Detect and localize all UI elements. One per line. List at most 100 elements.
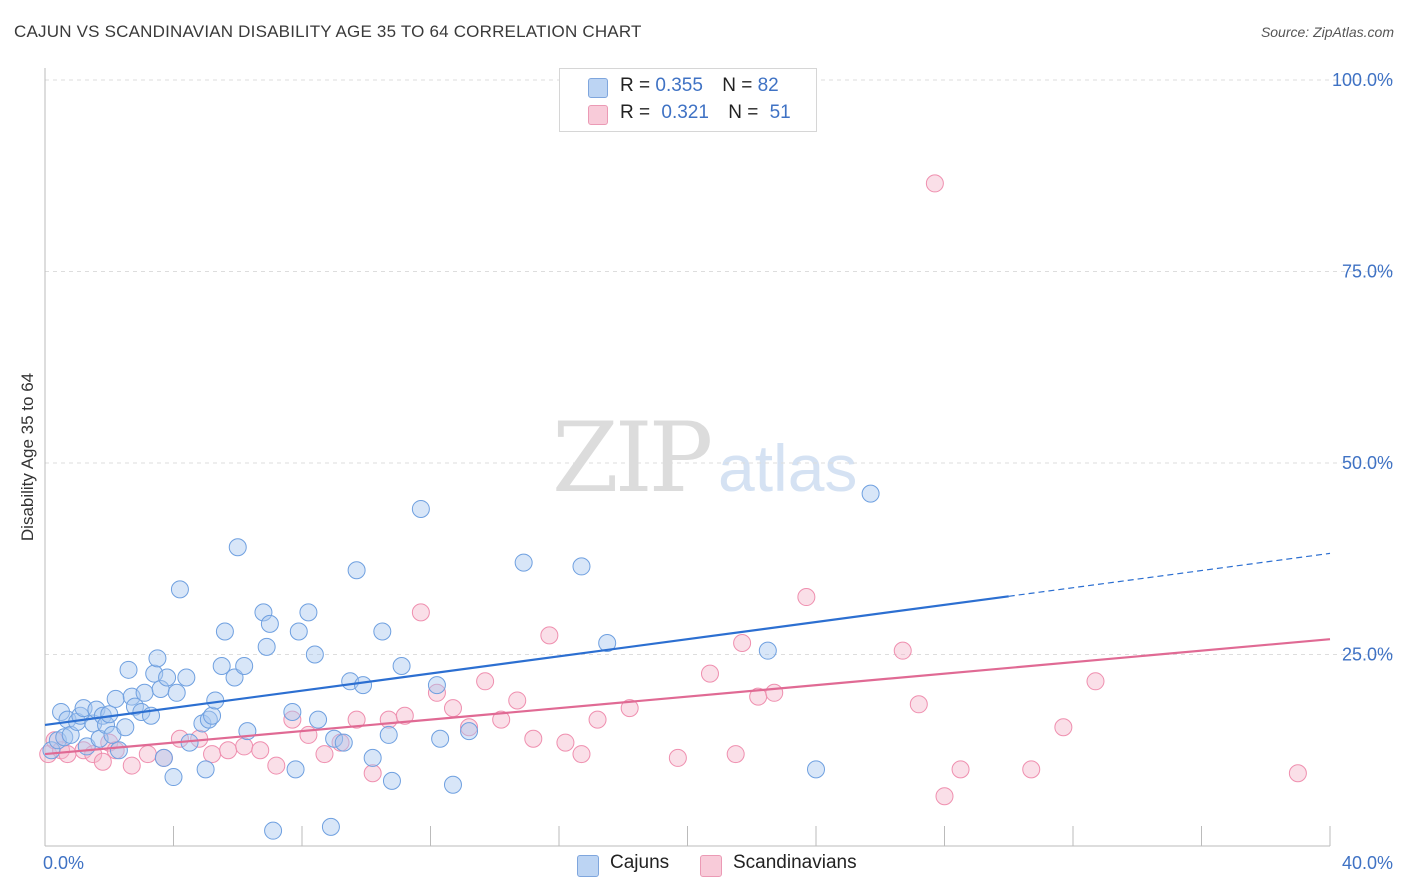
cajuns-point [254, 603, 273, 622]
scandinavians-point [1086, 672, 1105, 691]
cajuns-point [135, 683, 154, 702]
watermark-atlas: atlas [718, 431, 858, 505]
legend-swatch-cajuns [588, 78, 608, 98]
legend-n-label: N = [722, 75, 753, 96]
cajuns-point [598, 634, 617, 653]
cajuns-point [74, 699, 93, 718]
cajuns-point [164, 768, 183, 787]
scandinavians-point [726, 745, 745, 764]
cajuns-point [286, 760, 305, 779]
y-tick-label: 25.0% [1342, 645, 1393, 665]
cajuns-point [119, 660, 138, 679]
scandinavians-point [556, 733, 575, 752]
cajuns-trend-line [44, 595, 1009, 727]
trend-lines [44, 552, 1331, 756]
scandinavians-point [476, 672, 495, 691]
cajuns-point [106, 689, 125, 708]
scandinavians-point [492, 710, 511, 729]
axis-labels: 25.0% 50.0% 75.0% 100.0% 0.0% 40.0% Disability… [18, 70, 1393, 873]
cajuns-point [225, 668, 244, 687]
cajuns-point [572, 557, 591, 576]
legend: R = 0.355 N = 82 R = 0.321 N = 51 [559, 68, 817, 132]
cajuns-point [177, 668, 196, 687]
scandinavians-point [443, 699, 462, 718]
cajuns-point [52, 702, 71, 721]
cajuns-point [100, 705, 119, 724]
scandinavians-point [540, 626, 559, 645]
scandinavians-point [138, 745, 157, 764]
cajuns-point [354, 676, 373, 695]
y-tick-label: 75.0% [1342, 262, 1393, 282]
scandinavians-point [524, 729, 543, 748]
cajuns-point [203, 706, 222, 725]
cajuns-point [283, 702, 302, 721]
scandinavians-point [935, 787, 954, 806]
axes [44, 68, 1331, 847]
cajuns-point [212, 656, 231, 675]
cajuns-point [861, 484, 880, 503]
scandinavians-points [39, 174, 1307, 806]
cajuns-point [305, 645, 324, 664]
cajuns-point [215, 622, 234, 641]
cajuns-point [347, 561, 366, 580]
cajuns-point [514, 553, 533, 572]
cajuns-points [42, 484, 880, 840]
cajuns-trend-extension [1008, 552, 1331, 597]
cajuns-point [411, 499, 430, 518]
cajuns-point [196, 760, 215, 779]
cajuns-point [116, 718, 135, 737]
scandinavians-point [1022, 760, 1041, 779]
scandinavians-point [203, 745, 222, 764]
bottom-legend-swatch-cajuns [577, 855, 599, 877]
chart-title: CAJUN VS SCANDINAVIAN DISABILITY AGE 35 … [14, 22, 642, 41]
cajuns-point [257, 637, 276, 656]
scandinavians-point [797, 588, 816, 607]
scandinavians-trend-line [44, 638, 1331, 756]
scandinavians-point [572, 745, 591, 764]
y-tick-label: 50.0% [1342, 453, 1393, 473]
cajuns-point [382, 771, 401, 790]
x-tick-label: 0.0% [43, 853, 84, 873]
cajuns-point [431, 729, 450, 748]
bottom-legend-swatch-scandinavians [700, 855, 722, 877]
scandinavians-point [122, 756, 141, 775]
scandinavians-point [347, 710, 366, 729]
scandinavians-point [427, 683, 446, 702]
legend-n-label: N = [728, 102, 759, 123]
x-tick-label: 40.0% [1342, 853, 1393, 873]
legend-r-value: 0.355 [655, 75, 703, 96]
legend-n-value: 82 [757, 75, 779, 96]
scandinavians-point [93, 752, 112, 771]
scandinavians-point [283, 710, 302, 729]
source-label: Source: ZipAtlas.com [1260, 24, 1394, 40]
cajuns-point [167, 683, 186, 702]
scandinavians-point [1054, 718, 1073, 737]
cajuns-point [264, 821, 283, 840]
scandinavians-point [668, 748, 687, 767]
legend-r-label: R = [620, 75, 651, 96]
cajuns-point [325, 729, 344, 748]
cajuns-point [758, 641, 777, 660]
y-axis-label: Disability Age 35 to 64 [18, 373, 37, 541]
legend-r-value: 0.321 [661, 102, 709, 123]
cajuns-point [61, 725, 80, 744]
scandinavians-point [620, 699, 639, 718]
legend-row-scandinavians: R = 0.321 N = 51 [620, 102, 791, 128]
legend-row-cajuns: R = 0.355 N = 82 [620, 75, 779, 101]
cajuns-point [158, 668, 177, 687]
cajuns-point [443, 775, 462, 794]
scandinavians-point [411, 603, 430, 622]
cajuns-point [379, 725, 398, 744]
scandinavians-point [251, 741, 270, 760]
scandinavians-point [925, 174, 944, 193]
cajuns-point [363, 748, 382, 767]
cajuns-point [321, 817, 340, 836]
legend-n-value: 51 [769, 102, 791, 123]
bottom-legend-cajuns: Cajuns [610, 852, 670, 873]
cajuns-point [154, 748, 173, 767]
scandinavians-point [267, 756, 286, 775]
cajuns-point [170, 580, 189, 599]
scandinavians-point [700, 664, 719, 683]
cajuns-point [373, 622, 392, 641]
scandinavians-point [588, 710, 607, 729]
